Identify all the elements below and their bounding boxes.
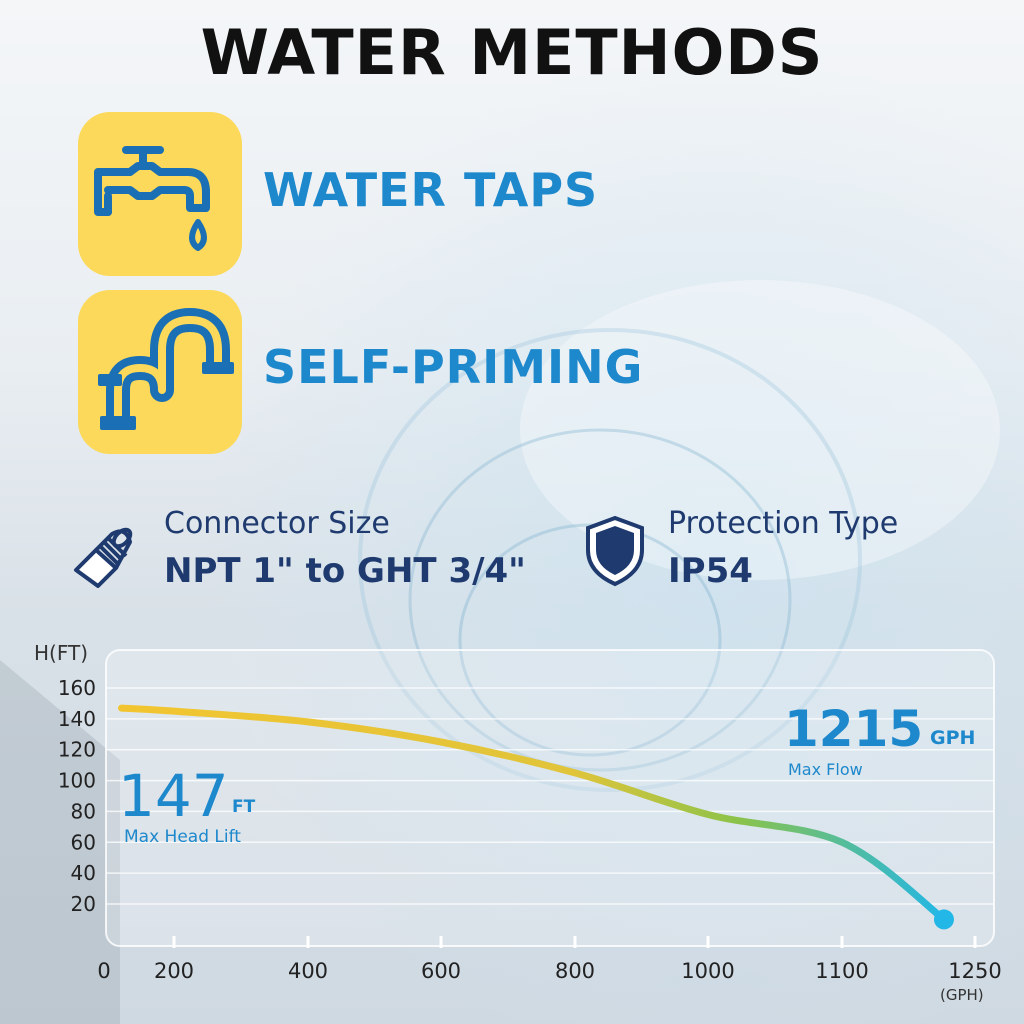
self-priming-icon-tile (78, 290, 242, 454)
y-tick-label: 160 (58, 676, 96, 700)
x-tick-label: 1000 (681, 959, 734, 983)
method-label-water-taps: WATER TAPS (263, 163, 599, 217)
page-title: WATER METHODS (200, 16, 824, 89)
x-tick-label: 1250 (948, 959, 1001, 983)
y-tick-label: 100 (58, 769, 96, 793)
max-head-value: 147 (118, 762, 229, 830)
x-tick-label: 400 (288, 959, 328, 983)
connector-icon (74, 527, 133, 588)
connector-size-value: NPT 1" to GHT 3/4" (164, 551, 526, 591)
y-tick-label: 140 (58, 707, 96, 731)
x-tick-label: 800 (555, 959, 595, 983)
y-axis-label: H(FT) (34, 641, 88, 665)
max-head-unit: FT (232, 797, 256, 817)
max-flow-value: 1215 (784, 700, 923, 758)
connector-size-label: Connector Size (164, 506, 390, 541)
y-tick-label: 20 (71, 892, 96, 916)
water-tap-icon (94, 146, 210, 251)
method-label-self-priming: SELF-PRIMING (263, 340, 644, 394)
x-tick-label: 1100 (815, 959, 868, 983)
max-flow-caption: Max Flow (788, 760, 863, 779)
y-tick-label: 80 (71, 799, 96, 823)
performance-curve (118, 704, 948, 923)
x-tick-label: 200 (154, 959, 194, 983)
shield-icon (586, 515, 644, 587)
y-tick-label: 60 (71, 830, 96, 854)
max-head-caption: Max Head Lift (124, 827, 241, 847)
protection-type-label: Protection Type (668, 506, 899, 541)
x-axis-unit-label: (GPH) (940, 986, 984, 1004)
y-tick-label: 40 (71, 861, 96, 885)
max-flow-point (933, 909, 954, 930)
x-tick-label: 600 (421, 959, 461, 983)
y-tick-label: 120 (58, 738, 96, 762)
pump-performance-chart: 20 40 60 80 100 120 140 160 0 200 400 600 800 1000 11… (34, 641, 1002, 1004)
max-flow-unit: GPH (930, 727, 975, 749)
x-tick-label: 0 (97, 959, 110, 983)
self-priming-pipe-icon (98, 308, 234, 430)
protection-type-value: IP54 (668, 551, 753, 591)
water-tap-icon-tile (78, 112, 242, 276)
